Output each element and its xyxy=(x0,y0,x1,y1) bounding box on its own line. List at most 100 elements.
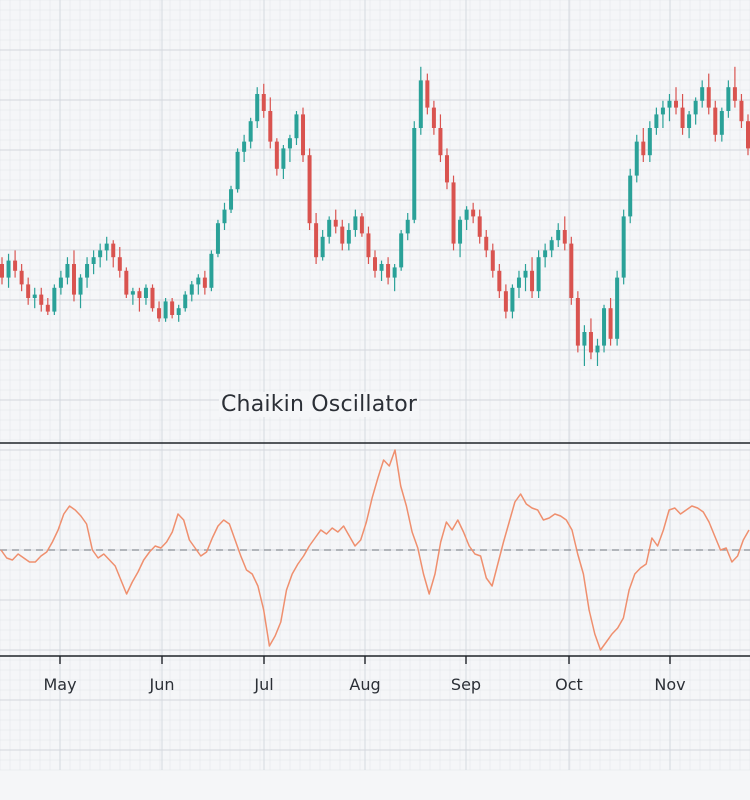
candle-body xyxy=(569,243,574,298)
candle-body xyxy=(431,107,436,128)
candle-body xyxy=(523,270,528,278)
candle xyxy=(242,134,247,162)
x-tick-label: Sep xyxy=(451,675,481,694)
candle xyxy=(687,111,692,139)
candle-body xyxy=(157,308,162,319)
candle-body xyxy=(516,277,521,288)
candle-body xyxy=(366,233,371,258)
x-tick-label: May xyxy=(43,675,76,694)
candle xyxy=(634,134,639,183)
candle-body xyxy=(45,304,50,312)
candle-body xyxy=(536,257,541,292)
candle-body xyxy=(405,219,410,234)
candlestick-series xyxy=(0,66,750,366)
candle xyxy=(379,260,384,281)
candle xyxy=(307,148,312,230)
candle xyxy=(333,209,338,234)
x-tick-label: Oct xyxy=(555,675,583,694)
candle xyxy=(458,216,463,258)
candle xyxy=(85,257,90,288)
candle-body xyxy=(726,87,731,111)
candle-body xyxy=(615,277,620,339)
candle-body xyxy=(229,189,234,210)
candle xyxy=(353,209,358,237)
candle xyxy=(575,291,580,353)
candle xyxy=(65,257,70,285)
candle-body xyxy=(359,216,364,234)
candle-body xyxy=(176,308,181,315)
candle xyxy=(602,304,607,353)
candle-body xyxy=(386,264,391,278)
candle xyxy=(418,66,423,135)
candle-body xyxy=(170,301,175,315)
candle-body xyxy=(183,294,188,309)
candle xyxy=(654,107,659,135)
candle xyxy=(202,270,207,295)
candle xyxy=(248,117,253,149)
candle xyxy=(143,284,148,305)
x-tick-label: Nov xyxy=(654,675,685,694)
candle xyxy=(268,97,273,149)
candle-body xyxy=(215,223,220,254)
candle-body xyxy=(556,230,561,241)
candle xyxy=(314,213,319,264)
candle xyxy=(104,236,109,261)
candle xyxy=(32,287,37,309)
candle xyxy=(543,243,548,268)
candle-body xyxy=(150,287,155,309)
candle xyxy=(399,230,404,271)
candle xyxy=(359,213,364,237)
candle-body xyxy=(39,294,44,305)
candle xyxy=(19,264,24,292)
candle-body xyxy=(0,264,4,278)
candle-body xyxy=(477,216,482,237)
candle-body xyxy=(490,250,495,271)
candle-body xyxy=(399,233,404,268)
candle-body xyxy=(222,209,227,224)
x-tick-label: Jul xyxy=(253,675,273,694)
candle xyxy=(274,138,279,176)
candle xyxy=(78,274,83,309)
candle-body xyxy=(307,155,312,224)
candle xyxy=(183,291,188,312)
candle-body xyxy=(641,141,646,156)
candle-body xyxy=(543,250,548,258)
candle-body xyxy=(333,219,338,227)
candle-body xyxy=(124,270,129,295)
candle-body xyxy=(353,216,358,230)
candle xyxy=(451,175,456,251)
candle-body xyxy=(346,230,351,244)
candle xyxy=(444,148,449,190)
candle-body xyxy=(373,257,377,271)
candle-body xyxy=(163,301,168,319)
candle-body xyxy=(608,308,613,339)
candle-body xyxy=(52,287,57,312)
candle-body xyxy=(85,264,90,278)
candle xyxy=(700,80,705,108)
candle-body xyxy=(242,141,247,152)
candle xyxy=(327,216,332,244)
candle-body xyxy=(621,216,626,278)
candle-body xyxy=(26,284,31,298)
candle xyxy=(719,107,724,142)
candle-body xyxy=(301,114,306,156)
candle-body xyxy=(6,260,11,278)
candle-body xyxy=(130,291,135,295)
candle-body xyxy=(281,148,286,169)
candle xyxy=(660,100,665,128)
candle-body xyxy=(444,155,449,183)
candle-body xyxy=(104,243,109,251)
candle xyxy=(163,298,168,322)
candle xyxy=(261,83,266,118)
candle-body xyxy=(32,294,37,298)
candle-body xyxy=(713,107,718,135)
candle-body xyxy=(327,219,332,237)
candle xyxy=(209,250,214,292)
candle xyxy=(340,219,345,251)
candle-body xyxy=(340,226,345,244)
candle-body xyxy=(503,291,508,312)
candle xyxy=(615,270,620,346)
candle-body xyxy=(582,332,587,346)
candle xyxy=(13,250,18,278)
candle-body xyxy=(261,94,266,111)
